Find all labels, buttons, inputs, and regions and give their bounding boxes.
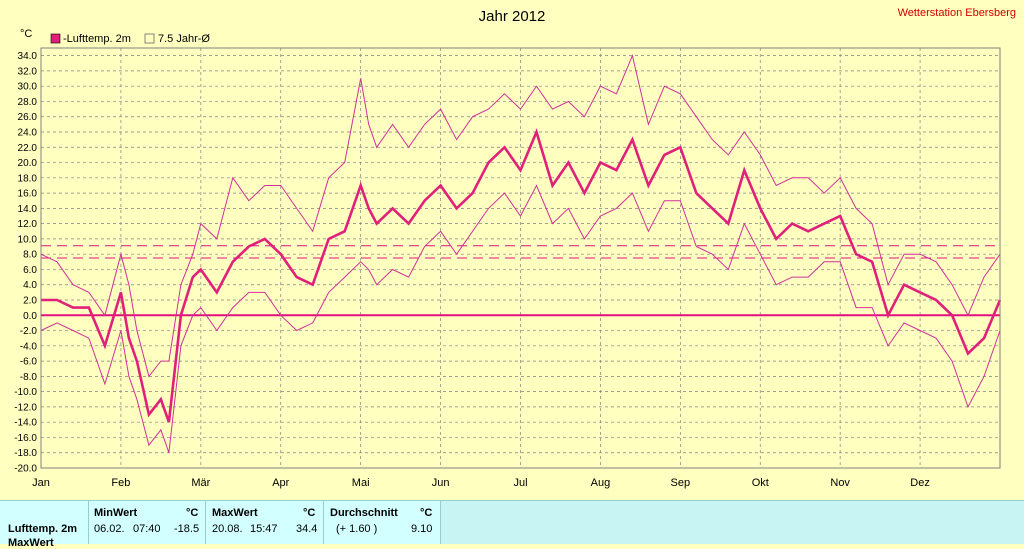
y-tick-label: 26.0 [18,112,38,123]
y-tick-label: 24.0 [18,128,38,139]
stats-divider [323,501,324,544]
y-tick-label: 20.0 [18,158,38,169]
max-unit: °C [303,507,316,519]
stats-divider [88,501,89,544]
y-tick-label: -2.0 [20,326,38,337]
legend-label-avg: 7.5 Jahr-Ø [158,33,210,45]
series-lines [40,53,1002,453]
y-tick-label: -8.0 [20,372,38,383]
reference-lines [41,245,1000,317]
y-tick-label: -20.0 [14,464,37,475]
y-tick-label: 14.0 [18,204,38,215]
y-tick-label: -18.0 [14,448,37,459]
y-tick-label: 28.0 [18,97,38,108]
y-tick-label: -16.0 [14,433,37,444]
x-tick-label: Mai [352,477,370,489]
y-tick-label: 30.0 [18,82,38,93]
station-name: Wetterstation Ebersberg [898,7,1016,19]
y-axis-unit: °C [20,28,32,40]
stats-panel [0,501,440,544]
avg-delta: (+ 1.60 ) [336,523,378,535]
max-header: MaxWert [212,507,258,519]
x-tick-label: Nov [830,477,850,489]
max-value: 34.4 [296,523,318,535]
series-min-line [40,184,1001,453]
y-tick-label: -6.0 [20,357,38,368]
y-tick-label: 22.0 [18,143,38,154]
min-header: MinWert [94,507,138,519]
y-tick-label: 10.0 [18,234,38,245]
legend-swatch-avg [144,33,155,44]
y-tick-label: 4.0 [23,280,37,291]
x-axis-ticks: Jan Feb Mär Apr Mai Jun Jul Aug Sep Okt Nov Dez [32,477,930,489]
series-max-line [40,53,1001,378]
y-axis-ticks: 34.0 32.0 30.0 28.0 26.0 24.0 22.0 20.0 18.0 16.0… [14,51,37,474]
min-time: 07:40 [133,523,161,535]
x-tick-label: Jan [32,477,50,489]
min-value: -18.5 [174,523,200,535]
y-tick-label: 16.0 [18,189,38,200]
legend-label-temp: -Lufttemp. 2m [63,33,131,45]
y-tick-label: 0.0 [23,311,37,322]
max-time: 15:47 [250,523,278,535]
y-tick-label: -10.0 [14,387,37,398]
chart-title: Jahr 2012 [479,8,546,25]
x-tick-label: Feb [111,477,130,489]
min-date: 06.02. [94,523,125,535]
stats-table: MinWert °C MaxWert °C Durchschnitt °C Lu… [0,500,1024,549]
x-tick-label: Aug [591,477,611,489]
y-tick-label: 32.0 [18,66,38,77]
min-unit: °C [186,507,199,519]
avg-value: 9.10 [411,523,433,535]
legend-swatch-temp [50,33,61,44]
x-tick-label: Mär [191,477,210,489]
x-tick-label: Apr [272,477,289,489]
x-tick-label: Jul [513,477,527,489]
y-tick-label: 8.0 [23,250,37,261]
row-label: Lufttemp. 2m [8,523,78,535]
series-mean-line [41,128,1002,423]
avg-unit: °C [420,507,433,519]
x-tick-label: Dez [910,477,930,489]
row-label-2: MaxWert [8,537,54,549]
x-tick-label: Jun [432,477,450,489]
y-tick-label: 18.0 [18,173,38,184]
y-tick-label: 2.0 [23,296,37,307]
avg-header: Durchschnitt [330,507,398,519]
chart-grid [40,48,1000,469]
x-tick-label: Sep [671,477,691,489]
y-tick-label: -4.0 [20,341,38,352]
x-tick-label: Okt [752,477,769,489]
y-tick-label: 6.0 [23,265,37,276]
plot-frame [40,47,1001,469]
y-tick-label: 12.0 [18,219,38,230]
y-tick-label: -14.0 [14,418,37,429]
stats-divider [440,501,441,544]
y-tick-label: -12.0 [14,402,37,413]
y-tick-label: 34.0 [18,51,38,62]
temperature-chart: Jahr 2012 Wetterstation Ebersberg °C -Lu… [14,7,1016,489]
stats-divider [205,501,206,544]
max-date: 20.08. [212,523,243,535]
